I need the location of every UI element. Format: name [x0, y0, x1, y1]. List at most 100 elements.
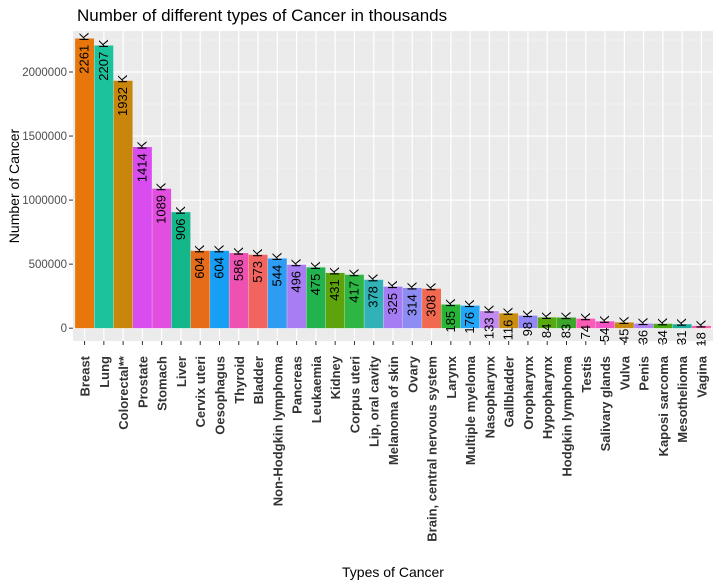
bar-label: 431 K: [327, 267, 342, 301]
x-tick-label: Mesothelioma: [675, 355, 690, 442]
y-axis: 0 500000 1000000 1500000 2000000: [22, 67, 73, 335]
bar-label: 906 K: [173, 206, 188, 240]
bar-label: 133 K: [481, 305, 496, 339]
bar-label: 417 K: [346, 268, 361, 302]
bar-label: 314 K: [404, 282, 419, 316]
x-tick-label: Hypopharynx: [540, 355, 555, 439]
y-axis-title: Number of Cancer: [6, 128, 22, 243]
x-tick-label: Nasopharynx: [482, 355, 497, 438]
bar-27: [576, 318, 596, 329]
x-tick-label: Ovary: [405, 355, 420, 393]
y-tick-label: 1000000: [22, 195, 67, 207]
bar-1: [75, 38, 95, 329]
bar-label: 475 K: [308, 261, 323, 295]
x-tick-label: Non-Hodgkin lymphoma: [270, 355, 285, 506]
bar-label: 31 K: [674, 318, 689, 345]
x-tick-label: Thyroid: [232, 356, 247, 404]
bar-label: 1414 K: [134, 141, 149, 183]
bar-22: [479, 311, 499, 329]
x-tick-label: Multiple myeloma: [463, 355, 478, 465]
bar-28: [595, 321, 615, 329]
bar-label: 54 K: [597, 315, 612, 342]
bar-label: 1932 K: [115, 74, 130, 116]
bar-label: 84 K: [539, 311, 554, 338]
bar-label: 176 K: [462, 299, 477, 333]
x-tick-label: Cervix uteri: [193, 356, 208, 428]
bar-5: [152, 188, 172, 329]
bar-14: [325, 272, 345, 329]
x-tick-label: Bladder: [251, 356, 266, 404]
bar-18: [402, 287, 422, 329]
bars: [75, 38, 711, 329]
x-tick-label: Leukaemia: [309, 355, 324, 423]
x-tick-label: Lung: [97, 356, 112, 388]
x-axis: Breast Lung Colorectal** Prostate Stomach Liv…: [78, 341, 709, 542]
bar-label: 185 K: [443, 298, 458, 332]
bar-label: 83 K: [558, 311, 573, 338]
x-tick-label: Melanoma of skin: [386, 356, 401, 465]
bar-11: [267, 258, 287, 329]
x-tick-label: Kidney: [328, 355, 343, 399]
x-tick-label: Gallbladder: [502, 356, 517, 428]
bar-label: 325 K: [385, 280, 400, 314]
y-tick-label: 1500000: [22, 131, 67, 143]
x-tick-label: Vulva: [617, 355, 632, 390]
x-tick-label: Liver: [174, 356, 189, 387]
x-tick-label: Kaposi sarcoma: [656, 355, 671, 456]
chart-title: Number of different types of Cancer in t…: [77, 6, 447, 25]
x-tick-label: Oesophagus: [213, 356, 228, 435]
bar-label: 116 K: [501, 307, 516, 340]
y-tick-label: 500000: [29, 259, 67, 271]
bar-9: [229, 253, 249, 329]
x-tick-label: Salivary glands: [598, 356, 613, 451]
bar-7: [190, 250, 210, 329]
x-tick-label: Pancreas: [290, 356, 305, 414]
y-tick-label: 0: [61, 323, 67, 335]
x-tick-label: Brain, central nervous system: [425, 356, 440, 542]
bar-25: [537, 317, 557, 329]
bar-label: 496 K: [289, 258, 304, 292]
x-tick-label: Oropharynx: [521, 355, 536, 429]
bar-label: 1089 K: [154, 182, 169, 224]
bar-label: 2207 K: [96, 39, 111, 81]
bar-23: [499, 313, 519, 329]
bar-16: [364, 279, 384, 329]
bar-3: [113, 80, 133, 329]
bar-17: [383, 286, 403, 329]
bar-6: [171, 212, 191, 329]
x-tick-label: Hodgkin lymphoma: [559, 355, 574, 476]
bar-label: 98 K: [520, 309, 535, 336]
bar-label: 586 K: [231, 247, 246, 281]
bar-label: 604 K: [212, 244, 227, 278]
x-tick-label: Lip, oral cavity: [367, 355, 382, 447]
x-tick-label: Vagina: [694, 355, 709, 398]
bar-26: [557, 317, 576, 329]
x-tick-label: Breast: [78, 355, 93, 396]
bar-31: [653, 323, 673, 329]
bar-label: 2261 K: [77, 32, 92, 74]
bar-21: [460, 305, 480, 329]
bar-32: [672, 324, 692, 329]
bar-30: [634, 323, 654, 329]
bar-13: [306, 267, 326, 329]
x-tick-label: Prostate: [135, 356, 150, 408]
bar-label: 573 K: [250, 248, 265, 282]
bar-4: [132, 147, 152, 329]
y-tick-label: 2000000: [22, 67, 67, 79]
bar-label: 18 K: [693, 320, 708, 347]
bar-19: [422, 288, 441, 329]
bar-24: [518, 315, 538, 329]
bar-label: 544 K: [269, 252, 284, 286]
bar-label: 604 K: [192, 244, 207, 278]
bar-label: 74 K: [578, 312, 593, 339]
bar-labels: 2261 K 2207 K 1932 K 1414 K 1089 K 906 K 604 K…: [77, 32, 709, 346]
x-tick-label: Penis: [637, 356, 652, 391]
x-tick-label: Larynx: [444, 355, 459, 398]
bar-8: [210, 250, 229, 329]
bar-2: [94, 45, 114, 329]
bar-label: 378 K: [366, 273, 381, 307]
x-axis-title: Types of Cancer: [342, 564, 444, 580]
x-tick-label: Testis: [579, 356, 594, 393]
bar-label: 308 K: [424, 282, 439, 316]
